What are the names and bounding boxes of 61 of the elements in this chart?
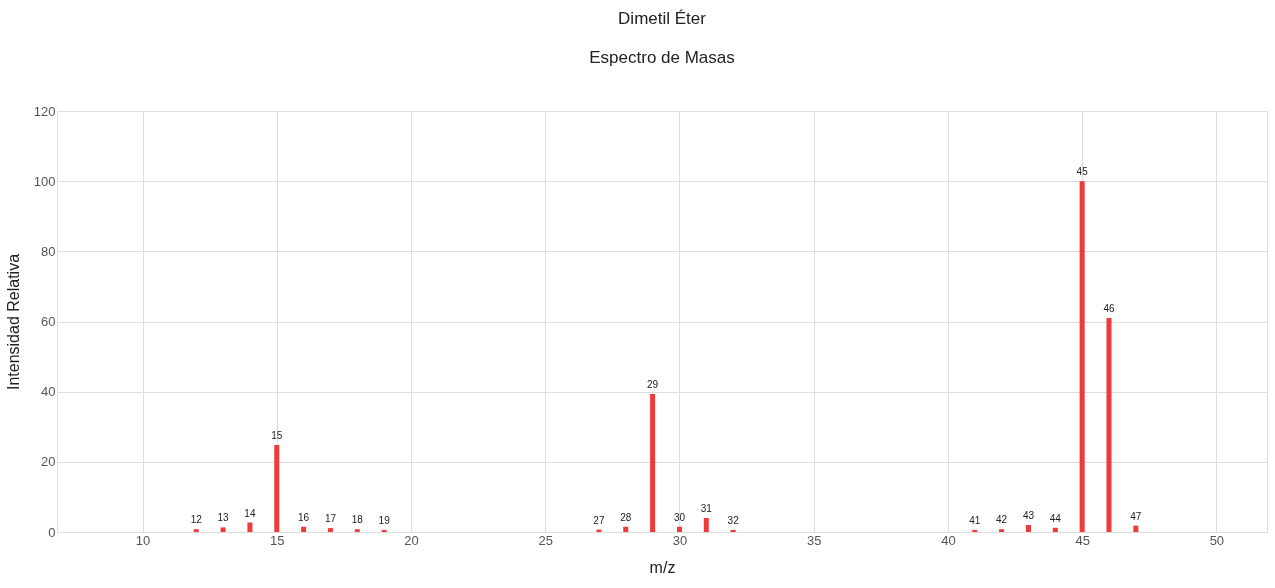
x-tick-label: 50: [1209, 532, 1225, 548]
bar: [247, 522, 253, 532]
y-tick-label: 20: [41, 454, 56, 470]
bar: [327, 528, 333, 532]
y-tick-label: 0: [48, 524, 56, 540]
x-tick-label: 20: [404, 532, 419, 548]
bar: [972, 529, 978, 532]
y-tick-label: 80: [41, 243, 56, 259]
annotation: 46: [1103, 302, 1115, 314]
bar: [1079, 181, 1085, 532]
x-axis-title: m/z: [649, 558, 676, 576]
annotation: 28: [620, 511, 632, 523]
x-tick-label: 40: [941, 532, 956, 548]
annotation: 31: [700, 502, 713, 514]
annotation: 29: [647, 379, 659, 391]
y-axis-title: Intensidad Relativa: [4, 253, 22, 391]
annotation: 15: [271, 429, 283, 441]
annotation: 16: [298, 511, 310, 523]
bar: [193, 529, 199, 532]
annotation: 19: [378, 514, 391, 526]
annotation: 13: [217, 512, 230, 524]
annotation: 47: [1130, 510, 1142, 522]
bar: [1025, 524, 1031, 532]
annotation: 27: [593, 514, 605, 526]
x-tick-label: 25: [538, 532, 553, 548]
annotation: 45: [1076, 166, 1089, 178]
annotation: 12: [190, 514, 203, 526]
bar: [220, 527, 226, 532]
bar: [274, 444, 280, 532]
bar: [676, 526, 682, 532]
annotation: 14: [244, 507, 256, 519]
bar: [301, 526, 307, 532]
annotation: 42: [996, 514, 1008, 526]
bar: [999, 529, 1005, 532]
y-tick-label: 120: [33, 103, 56, 119]
bar: [730, 529, 736, 532]
annotation: 44: [1049, 512, 1062, 524]
annotation: 32: [727, 514, 740, 526]
chart-title: Dimetil Éter: [618, 9, 707, 28]
bar: [354, 529, 360, 532]
bar: [381, 529, 387, 532]
bar: [623, 526, 629, 532]
bar: [703, 517, 709, 532]
y-tick-label: 60: [41, 314, 56, 329]
x-tick-label: 30: [672, 532, 688, 548]
bar: [1052, 527, 1058, 532]
chart-subtitle: Espectro de Masas: [589, 48, 735, 67]
bar: [1106, 317, 1112, 532]
x-tick-label: 45: [1075, 532, 1090, 548]
y-tick-label: 40: [41, 384, 56, 400]
y-tick-label: 100: [33, 173, 56, 189]
x-tick-label: 15: [270, 532, 285, 548]
bar: [1133, 525, 1139, 532]
annotation: 43: [1022, 509, 1035, 521]
annotation: 41: [969, 514, 981, 526]
annotation: 17: [324, 513, 337, 525]
x-tick-label: 35: [806, 532, 822, 548]
annotation: 30: [673, 511, 686, 523]
bar: [650, 394, 656, 532]
x-tick-label: 10: [135, 532, 151, 548]
annotation: 18: [351, 514, 364, 526]
